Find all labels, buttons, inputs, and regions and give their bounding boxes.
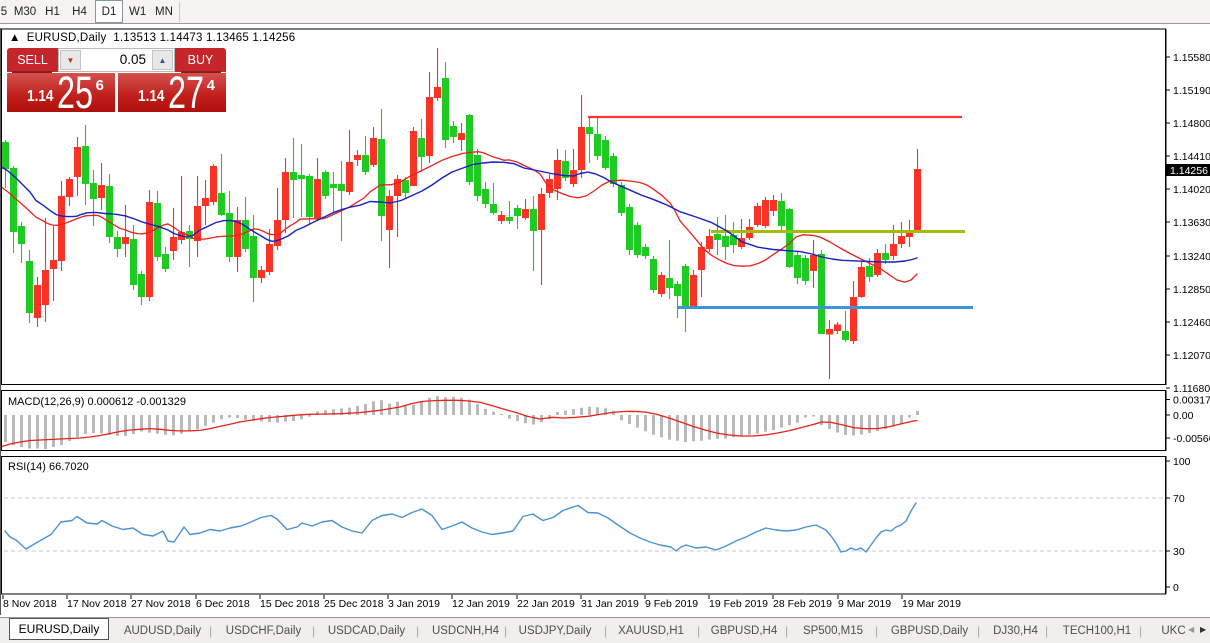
- svg-text:1.15580: 1.15580: [1173, 52, 1210, 64]
- svg-text:1.14020: 1.14020: [1173, 184, 1210, 196]
- svg-text:28 Feb 2019: 28 Feb 2019: [773, 598, 832, 610]
- svg-text:1.12460: 1.12460: [1173, 317, 1210, 329]
- svg-text:27 Nov 2018: 27 Nov 2018: [131, 598, 191, 610]
- svg-text:1.14410: 1.14410: [1173, 151, 1210, 163]
- svg-text:100: 100: [1173, 456, 1191, 468]
- svg-text:22 Jan 2019: 22 Jan 2019: [517, 598, 575, 610]
- svg-text:-0.005667: -0.005667: [1173, 433, 1210, 445]
- svg-text:8 Nov 2018: 8 Nov 2018: [3, 598, 57, 610]
- svg-text:RSI(14) 66.7020: RSI(14) 66.7020: [8, 461, 89, 473]
- svg-text:30: 30: [1173, 546, 1185, 558]
- svg-text:19 Mar 2019: 19 Mar 2019: [902, 598, 961, 610]
- svg-text:19 Feb 2019: 19 Feb 2019: [709, 598, 768, 610]
- svg-text:31 Jan 2019: 31 Jan 2019: [581, 598, 639, 610]
- svg-text:6 Dec 2018: 6 Dec 2018: [196, 598, 250, 610]
- svg-text:0: 0: [1173, 582, 1179, 594]
- svg-text:1.14800: 1.14800: [1173, 118, 1210, 130]
- svg-text:1.12850: 1.12850: [1173, 284, 1210, 296]
- svg-text:1.14256: 1.14256: [1170, 165, 1208, 177]
- svg-text:MACD(12,26,9) 0.000612 -0.0013: MACD(12,26,9) 0.000612 -0.001329: [8, 396, 186, 408]
- svg-text:1.11680: 1.11680: [1173, 383, 1210, 395]
- svg-text:17 Nov 2018: 17 Nov 2018: [67, 598, 127, 610]
- svg-text:3 Jan 2019: 3 Jan 2019: [388, 598, 440, 610]
- svg-text:1.13630: 1.13630: [1173, 217, 1210, 229]
- svg-text:12 Jan 2019: 12 Jan 2019: [452, 598, 510, 610]
- svg-text:0.00: 0.00: [1173, 410, 1194, 422]
- svg-text:1.12070: 1.12070: [1173, 350, 1210, 362]
- svg-text:15 Dec 2018: 15 Dec 2018: [260, 598, 320, 610]
- svg-text:9 Mar 2019: 9 Mar 2019: [838, 598, 891, 610]
- svg-text:9 Feb 2019: 9 Feb 2019: [645, 598, 698, 610]
- svg-text:25 Dec 2018: 25 Dec 2018: [324, 598, 384, 610]
- svg-text:70: 70: [1173, 493, 1185, 505]
- svg-text:1.15190: 1.15190: [1173, 85, 1210, 97]
- svg-text:0.003177: 0.003177: [1173, 395, 1210, 407]
- svg-text:1.13240: 1.13240: [1173, 251, 1210, 263]
